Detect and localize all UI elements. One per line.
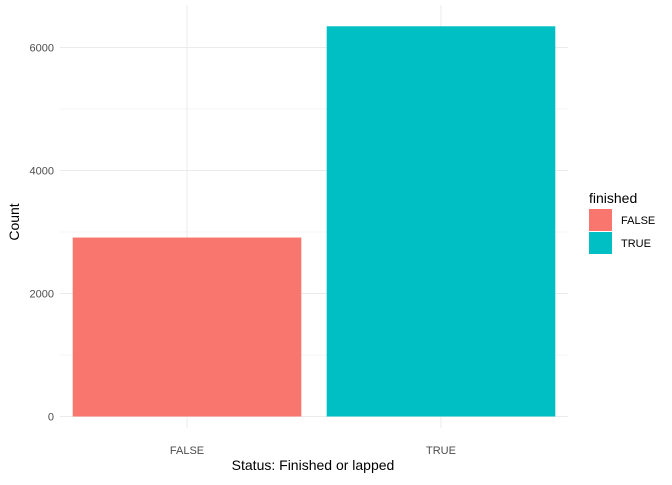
y-tick-label: 0 xyxy=(48,412,54,424)
legend-label: FALSE xyxy=(621,215,655,227)
legend-entries: FALSE TRUE xyxy=(589,209,655,254)
bar-false xyxy=(72,237,302,417)
x-axis-title: Status: Finished or lapped xyxy=(232,457,395,473)
legend: finished FALSE TRUE xyxy=(589,190,655,254)
x-axis-ticks: FALSE TRUE xyxy=(170,445,456,457)
legend-key-true xyxy=(589,232,612,254)
legend-title: finished xyxy=(589,190,637,206)
bars xyxy=(72,26,556,417)
legend-key-false xyxy=(589,209,612,231)
legend-label: TRUE xyxy=(621,238,651,250)
bar-true xyxy=(326,26,556,417)
x-tick-label: FALSE xyxy=(170,445,204,457)
y-tick-label: 2000 xyxy=(30,289,54,301)
y-axis-ticks: 0 2000 4000 6000 xyxy=(30,43,54,424)
y-tick-label: 6000 xyxy=(30,43,54,55)
x-tick-label: TRUE xyxy=(426,445,456,457)
y-tick-label: 4000 xyxy=(30,166,54,178)
y-axis-title: Count xyxy=(6,203,22,240)
